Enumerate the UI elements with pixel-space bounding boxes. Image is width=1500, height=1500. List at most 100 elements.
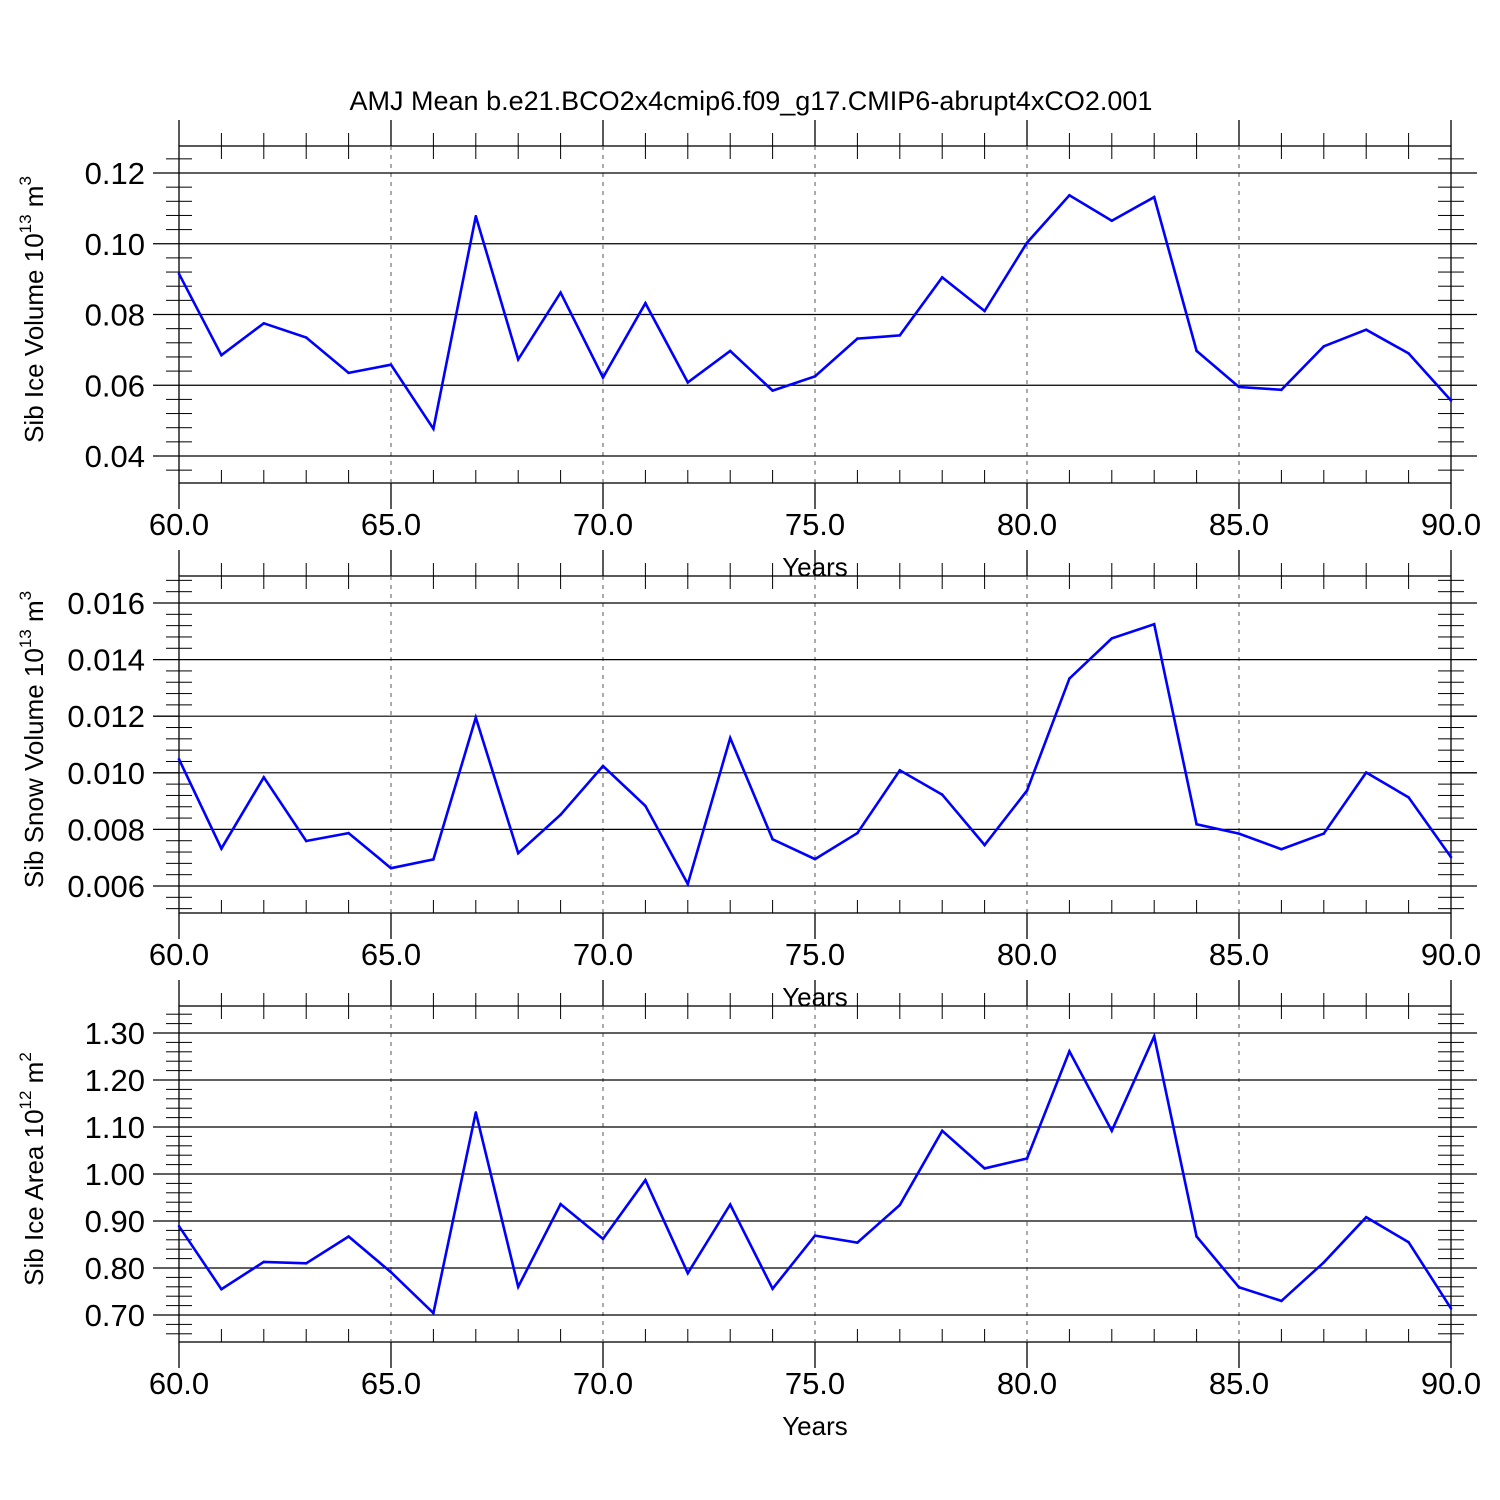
data-point [983,1167,986,1170]
data-point [1407,352,1410,355]
data-point [1364,1215,1368,1219]
data-point [220,847,223,850]
y-tick-label: 0.04 [85,439,145,474]
data-point [813,857,817,861]
data-point [983,309,986,313]
x-tick-label: 60.0 [149,937,209,972]
data-point [1110,1129,1114,1133]
y-tick-label: 1.10 [85,1110,145,1145]
data-point [644,1178,647,1182]
data-point [559,813,562,816]
y-tick-label: 1.20 [85,1063,145,1098]
y-tick-label: 0.80 [85,1251,145,1286]
data-point [1280,1299,1283,1303]
y-axis-label-main: Sib Snow Volume 10 [19,648,49,888]
x-tick-label: 75.0 [785,1366,845,1401]
data-point [262,776,266,779]
data-point [1364,771,1368,774]
x-tick-label: 70.0 [573,507,633,542]
x-tick-label: 85.0 [1209,937,1269,972]
data-point [220,353,223,357]
series-line [177,1032,1453,1316]
data-point [389,363,393,367]
data-point [1068,677,1071,680]
y-tick-label: 0.012 [67,699,145,734]
x-tick-label: 65.0 [361,937,421,972]
data-point [304,1262,308,1265]
data-point [644,804,647,808]
data-point [177,757,181,761]
data-point [1449,1307,1453,1310]
data-point [1152,622,1156,626]
y-tick-label: 0.006 [67,869,145,904]
plot-frame [178,575,1452,914]
data-point [771,389,774,392]
y-axis-label: Sib Ice Volume 1013 m3 [16,176,49,443]
data-point [1364,328,1368,332]
data-point [1449,399,1453,402]
data-point [389,1270,393,1274]
x-tick-label: 60.0 [149,1366,209,1401]
y-axis-label-main: Sib Ice Volume 10 [19,233,49,443]
y-axis-label-unit: m [19,600,49,629]
data-point [304,336,308,339]
y-tick-label: 0.12 [85,156,145,191]
y-axis-label-unit-exponent: 2 [16,1052,35,1061]
data-point [813,375,817,378]
data-point [347,831,350,835]
x-tick-label: 75.0 [785,937,845,972]
y-tick-label: 0.90 [85,1204,145,1239]
data-point [432,1311,435,1315]
panel-3: 0.70 0.80 0.90 1.00 1.10 1.20 1.30 60.0 65.0 70.0… [16,980,1481,1441]
y-tick-label: 0.10 [85,227,145,262]
y-axis-label-unit: m [19,186,49,215]
x-tick-label: 65.0 [361,507,421,542]
data-point [940,1129,944,1133]
x-axis-label: Years [782,1411,848,1441]
data-point [559,1202,562,1206]
data-point [1195,823,1198,826]
x-tick-label: 65.0 [361,1366,421,1401]
data-point [516,1285,520,1289]
y-axis-label-unit-exponent: 3 [16,591,35,600]
x-tick-label: 75.0 [785,507,845,542]
x-tick-label: 70.0 [573,937,633,972]
y-axis-label-unit: m [19,1062,49,1091]
data-point [177,272,181,276]
data-point [856,1241,859,1244]
data-point [1110,637,1114,640]
y-tick-label: 1.30 [85,1016,145,1051]
data-point [1237,385,1241,389]
data-point [771,838,774,841]
data-point [177,1224,181,1228]
data-point [347,371,350,375]
data-point [1025,1157,1029,1160]
data-point [474,214,478,218]
data-point [1195,1235,1198,1238]
y-tick-label: 0.70 [85,1298,145,1333]
x-tick-label: 80.0 [997,507,1057,542]
data-point [686,882,690,886]
data-point [1322,345,1326,348]
data-point [940,276,944,279]
data-point [813,1234,817,1237]
y-axis-label: Sib Snow Volume 1013 m3 [16,591,49,888]
data-point [262,322,266,325]
series-line [177,622,1453,888]
chart-title: AMJ Mean b.e21.BCO2x4cmip6.f09_g17.CMIP6… [350,86,1153,116]
x-tick-label: 90.0 [1421,507,1481,542]
data-point [728,349,732,353]
data-point [686,381,690,384]
data-point [601,764,605,768]
data-point [1237,1285,1241,1289]
data-point [1025,789,1029,792]
data-point [1322,832,1326,835]
y-tick-label: 0.06 [85,368,145,403]
x-tick-label: 90.0 [1421,1366,1481,1401]
y-axis-label: Sib Ice Area 1012 m2 [16,1052,49,1286]
data-point [432,858,435,861]
x-tick-label: 80.0 [997,1366,1057,1401]
data-point [686,1271,690,1275]
data-point [1068,193,1071,197]
